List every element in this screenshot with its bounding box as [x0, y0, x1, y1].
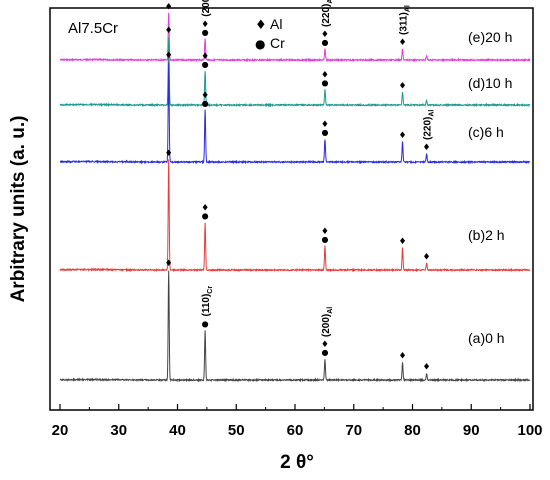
series-line	[59, 270, 531, 383]
al-peak-marker: ♦	[165, 51, 173, 61]
legend-marker-cr: ●	[255, 37, 265, 51]
al-peak-marker: ♦	[398, 237, 406, 247]
hkl-index: (110)	[201, 294, 212, 317]
cr-peak-marker: ●	[202, 60, 209, 69]
series-label: (a)0 h	[468, 330, 505, 346]
al-peak-marker: ♦	[423, 143, 431, 153]
series-label: (b)2 h	[468, 227, 505, 243]
hkl-phase-subscript: Cr	[207, 286, 214, 294]
hkl-index: (220)	[321, 4, 332, 27]
cr-peak-marker: ●	[321, 348, 328, 357]
al-peak-marker: ♦	[423, 252, 431, 262]
x-tick-label: 70	[345, 422, 362, 439]
cr-peak-marker: ●	[202, 99, 209, 108]
al-peak-marker: ♦	[398, 351, 406, 361]
hkl-phase-subscript: Al	[327, 0, 334, 4]
legend-label-cr: Cr	[270, 35, 285, 51]
al-peak-marker: ♦	[321, 71, 329, 81]
plot-frame	[49, 7, 534, 411]
x-tick-label: 30	[110, 422, 127, 439]
hkl-index: (311)	[399, 12, 410, 35]
al-peak-marker: ♦	[165, 26, 173, 36]
cr-peak-marker: ●	[202, 320, 209, 329]
x-axis: 20 30 40 50 60 70 80 90 100	[52, 404, 543, 439]
chart-title: Al7.5Cr	[68, 20, 118, 37]
al-peak-marker: ♦	[398, 38, 406, 48]
series-label: (d)10 h	[468, 75, 512, 91]
legend-label-al: Al	[270, 16, 282, 32]
al-peak-marker: ♦	[165, 149, 173, 159]
peak-hkl-label: (311)Al	[399, 5, 412, 35]
series-traces	[59, 12, 531, 383]
al-peak-marker: ♦	[398, 81, 406, 91]
x-tick-label: 80	[404, 422, 421, 439]
x-tick-label: 20	[52, 422, 69, 439]
cr-peak-marker: ●	[202, 212, 209, 221]
hkl-phase-subscript: Al	[429, 110, 436, 117]
peak-hkl-label: (200)Al	[321, 307, 334, 337]
peak-hkl-label: (110)Cr	[201, 286, 214, 317]
al-peak-marker: ♦	[321, 227, 329, 237]
legend: ♦ Al ● Cr	[255, 16, 285, 51]
series-labels: (e)20 h (d)10 h (c)6 h (b)2 h (a)0 h	[468, 29, 512, 346]
al-peak-marker: ♦	[201, 20, 209, 30]
peak-hkl-label: (220)Al	[321, 0, 334, 27]
x-axis-label: 2 θ°	[280, 452, 314, 473]
x-tick-label: 90	[463, 422, 480, 439]
hkl-index: (200)	[321, 314, 332, 337]
hkl-index: (220)	[423, 117, 434, 140]
al-peak-marker: ♦	[423, 362, 431, 372]
series-label: (e)20 h	[468, 29, 512, 45]
x-tick-label: 100	[517, 422, 542, 439]
legend-marker-al: ♦	[255, 18, 267, 33]
series-line	[59, 12, 531, 63]
al-peak-marker: ♦	[201, 91, 209, 101]
y-axis-label: Arbitrary units (a. u.)	[8, 116, 29, 303]
x-tick-label: 50	[228, 422, 245, 439]
x-tick-label: 40	[169, 422, 186, 439]
al-peak-marker: ♦	[398, 131, 406, 141]
x-tick-label: 60	[287, 422, 304, 439]
cr-peak-marker: ●	[321, 235, 328, 244]
peak-hkl-label: (220)Al	[423, 110, 436, 140]
al-peak-marker: ♦	[201, 52, 209, 62]
hkl-phase-subscript: Al	[327, 307, 334, 314]
al-peak-marker: ♦	[321, 340, 329, 350]
cr-peak-marker: ●	[202, 28, 209, 37]
al-peak-marker: ♦	[201, 204, 209, 214]
series-line	[59, 159, 531, 273]
al-peak-marker: ♦	[165, 259, 173, 269]
al-peak-marker: ♦	[165, 2, 173, 12]
hkl-index: (200)	[201, 0, 212, 17]
series-line	[59, 62, 531, 165]
hkl-phase-subscript: Al	[405, 5, 412, 12]
al-peak-marker: ♦	[321, 120, 329, 130]
peak-hkl-label: (200)Al	[201, 0, 214, 17]
series-label: (c)6 h	[468, 124, 504, 140]
cr-peak-marker: ●	[321, 38, 328, 47]
series-line	[59, 37, 531, 108]
peak-annotations: ♦(100)Al●♦(200)Al●♦(220)Al♦(311)Al♦●♦●♦♦…	[165, 0, 436, 372]
cr-peak-marker: ●	[321, 79, 328, 88]
cr-peak-marker: ●	[321, 128, 328, 137]
al-peak-marker: ♦	[321, 30, 329, 40]
